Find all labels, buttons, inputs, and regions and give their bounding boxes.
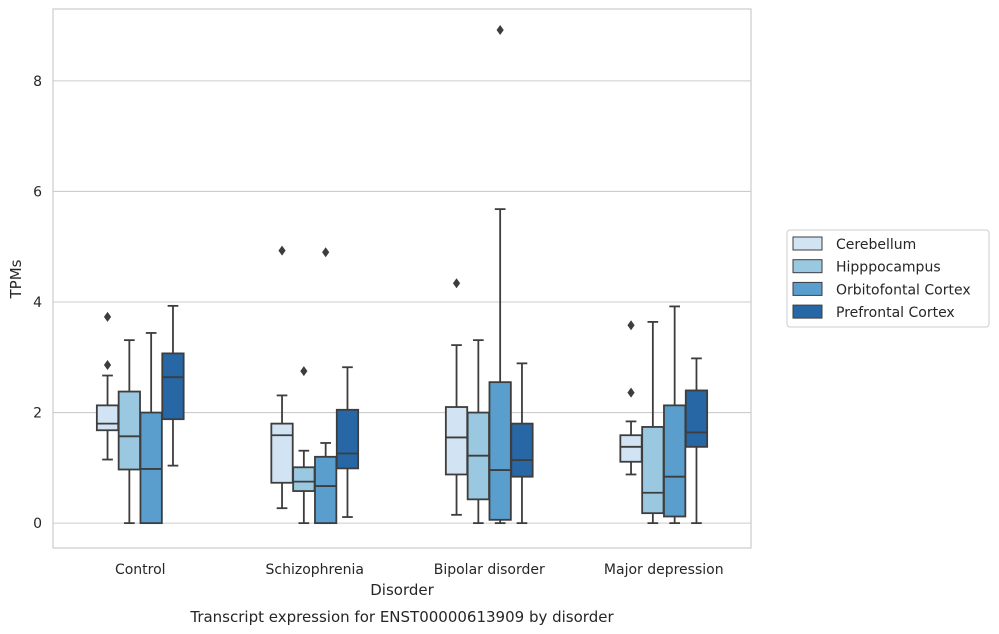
box-body [161, 352, 185, 421]
x-tick-labels: Control Schizophrenia Bipolar disorder Majo… [115, 562, 724, 578]
box-body [488, 381, 512, 521]
box-3-1 [641, 320, 665, 525]
y-tick-label: 2 [33, 406, 42, 422]
y-tick-label: 0 [33, 516, 42, 532]
y-tick-label: 6 [33, 184, 42, 200]
box-2-0 [444, 278, 469, 516]
y-axis-label: TPMs [7, 259, 25, 299]
box-body [139, 411, 163, 525]
box-0-2 [139, 332, 163, 525]
box-body [314, 455, 338, 525]
box-1-1 [292, 366, 316, 525]
legend-swatch [792, 281, 823, 296]
legend-swatch [792, 304, 823, 319]
outlier-point [627, 320, 635, 331]
chart-caption: Transcript expression for ENST0000061390… [189, 608, 614, 626]
x-tick-label: Bipolar disorder [434, 562, 545, 578]
outlier-point [322, 247, 330, 258]
y-tick-label: 4 [33, 295, 42, 311]
y-tick-label: 8 [33, 74, 42, 90]
box-1-3 [335, 366, 360, 518]
x-axis-label: Disorder [370, 581, 434, 599]
legend-frame [786, 229, 990, 328]
outlier-point [496, 25, 504, 36]
boxes [95, 25, 709, 525]
box-0-1 [117, 339, 141, 525]
legend: Cerebellum Hipppocampus Orbitofontal Corte… [786, 229, 990, 328]
outlier-point [300, 366, 308, 377]
box-body [335, 408, 360, 470]
outlier-point [627, 387, 635, 398]
box-3-3 [684, 357, 709, 525]
box-body [292, 466, 316, 492]
legend-label: Cerebellum [836, 237, 916, 253]
box-body [641, 426, 665, 515]
box-0-0 [95, 311, 120, 461]
legend-label: Hipppocampus [836, 260, 941, 276]
box-0-3 [161, 304, 185, 467]
box-body [270, 422, 294, 484]
box-1-0 [270, 245, 294, 510]
x-tick-label: Control [115, 562, 166, 578]
x-tick-label: Schizophrenia [266, 562, 364, 578]
box-3-0 [619, 320, 643, 476]
box-body [444, 406, 469, 476]
box-body [619, 434, 643, 463]
x-tick-label: Major depression [604, 562, 724, 578]
box-body [663, 404, 687, 518]
box-body [510, 422, 534, 478]
legend-label: Orbitofontal Cortex [836, 282, 971, 298]
box-body [684, 389, 709, 448]
legend-label: Prefrontal Cortex [836, 305, 955, 321]
box-1-2 [314, 247, 338, 525]
outlier-point [103, 360, 112, 371]
outlier-point [103, 311, 112, 322]
legend-swatch [792, 236, 823, 251]
legend-swatch [792, 259, 823, 274]
box-body [95, 404, 120, 432]
outlier-point [452, 278, 461, 289]
box-3-2 [663, 305, 687, 525]
y-tick-labels: 0 2 4 6 8 [33, 74, 42, 532]
box-2-3 [510, 362, 534, 525]
box-body [117, 390, 141, 471]
outlier-point [278, 245, 286, 256]
